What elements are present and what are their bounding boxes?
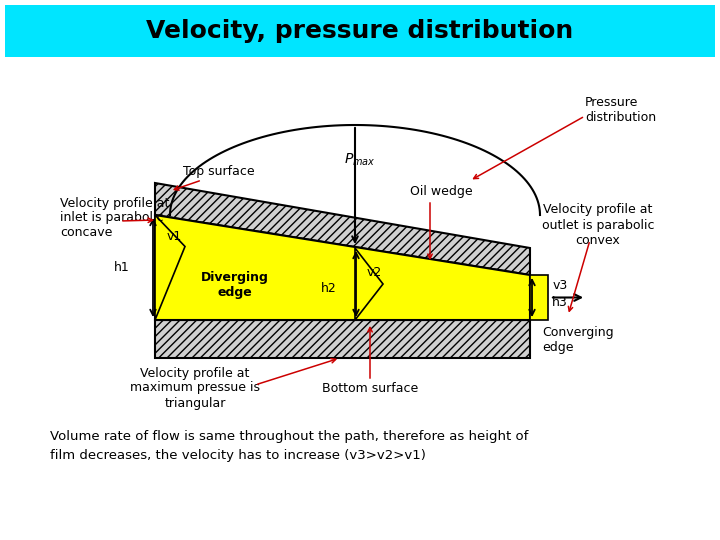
FancyBboxPatch shape [5,5,715,57]
Text: v2: v2 [367,266,382,279]
Polygon shape [155,215,185,320]
Text: h2: h2 [321,282,337,295]
Text: v3: v3 [553,279,568,292]
Text: h1: h1 [114,261,130,274]
Text: Volume rate of flow is same throughout the path, therefore as height of
film dec: Volume rate of flow is same throughout t… [50,430,528,462]
Text: Velocity profile at
inlet is parabolic
concave: Velocity profile at inlet is parabolic c… [60,197,169,240]
Text: Velocity profile at
maximum pressue is
triangular: Velocity profile at maximum pressue is t… [130,367,260,409]
Text: $P_{max}$: $P_{max}$ [344,152,376,168]
Polygon shape [530,275,548,320]
Polygon shape [155,320,530,358]
Text: v1: v1 [167,230,182,243]
Text: Bottom surface: Bottom surface [322,381,418,395]
Text: Pressure
distribution: Pressure distribution [585,96,656,124]
Text: Velocity, pressure distribution: Velocity, pressure distribution [146,19,574,43]
Text: Top surface: Top surface [183,165,255,179]
Polygon shape [355,248,383,320]
Text: Diverging
edge: Diverging edge [201,271,269,299]
Text: Converging
edge: Converging edge [542,326,613,354]
Text: h3: h3 [552,296,568,309]
Polygon shape [155,183,530,275]
Polygon shape [155,215,530,320]
Text: Oil wedge: Oil wedge [410,186,472,199]
Text: Velocity profile at
outlet is parabolic
convex: Velocity profile at outlet is parabolic … [541,204,654,246]
